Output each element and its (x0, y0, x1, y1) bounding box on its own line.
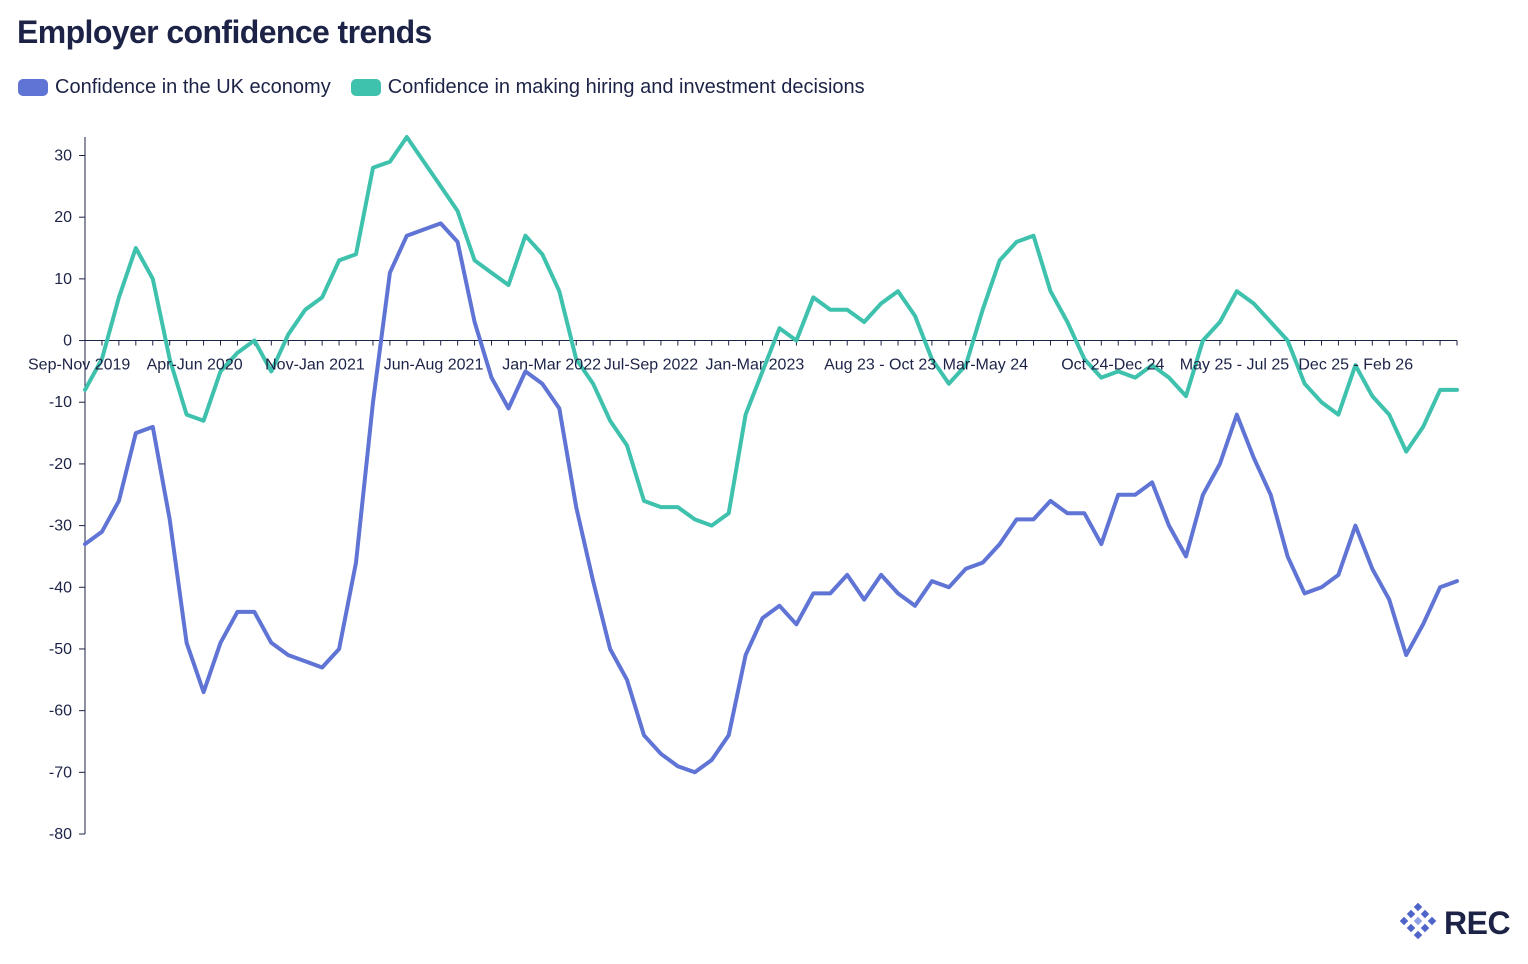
x-tick-label: Jan-Mar 2022 (502, 357, 601, 374)
rec-logo-icon (1399, 903, 1437, 940)
y-tick-label: 20 (54, 209, 72, 226)
y-tick-label: -10 (49, 394, 72, 411)
rec-logo-text: REC (1444, 904, 1511, 941)
y-tick-label: 10 (54, 271, 72, 288)
y-tick-label: -20 (49, 456, 72, 473)
chart-legend: Confidence in the UK economy Confidence … (18, 76, 885, 99)
x-tick-label: Sep-Nov 2019 (28, 357, 130, 374)
series-line-economy (83, 221, 1459, 775)
y-tick-label: 30 (54, 148, 72, 165)
y-tick-label: -80 (49, 826, 72, 843)
y-tick-label: -50 (49, 641, 72, 658)
x-tick-label: Aug 23 - Oct 23 (824, 357, 936, 374)
x-tick-label: Apr-Jun 2020 (147, 357, 243, 374)
legend-item-economy[interactable]: Confidence in the UK economy (18, 76, 331, 99)
legend-swatch-economy (18, 79, 48, 96)
legend-label-economy: Confidence in the UK economy (55, 76, 331, 98)
legend-label-hiring: Confidence in making hiring and investme… (387, 76, 865, 98)
x-tick-label: Jun-Aug 2021 (384, 357, 484, 374)
rec-logo: REC (1398, 903, 1511, 943)
legend-item-hiring[interactable]: Confidence in making hiring and investme… (350, 76, 865, 99)
x-tick-label: Mar-May 24 (943, 357, 1028, 374)
x-tick-label: Jan-Mar 2023 (706, 357, 805, 374)
y-tick-label: -40 (49, 579, 72, 596)
series-line-hiring (83, 135, 1459, 528)
x-tick-label: Dec 25 - Feb 26 (1298, 357, 1413, 374)
x-tick-label: Oct 24-Dec 24 (1061, 357, 1164, 374)
x-tick-label: Jul-Sep 2022 (604, 357, 698, 374)
x-tick-label: Nov-Jan 2021 (265, 357, 365, 374)
y-tick-label: -70 (49, 764, 72, 781)
x-tick-label: May 25 - Jul 25 (1180, 357, 1289, 374)
legend-swatch-hiring (350, 79, 381, 96)
y-tick-label: 0 (63, 333, 72, 350)
y-tick-label: -30 (49, 518, 72, 535)
chart-title: Employer confidence trends (17, 14, 432, 50)
y-tick-label: -60 (49, 703, 72, 720)
